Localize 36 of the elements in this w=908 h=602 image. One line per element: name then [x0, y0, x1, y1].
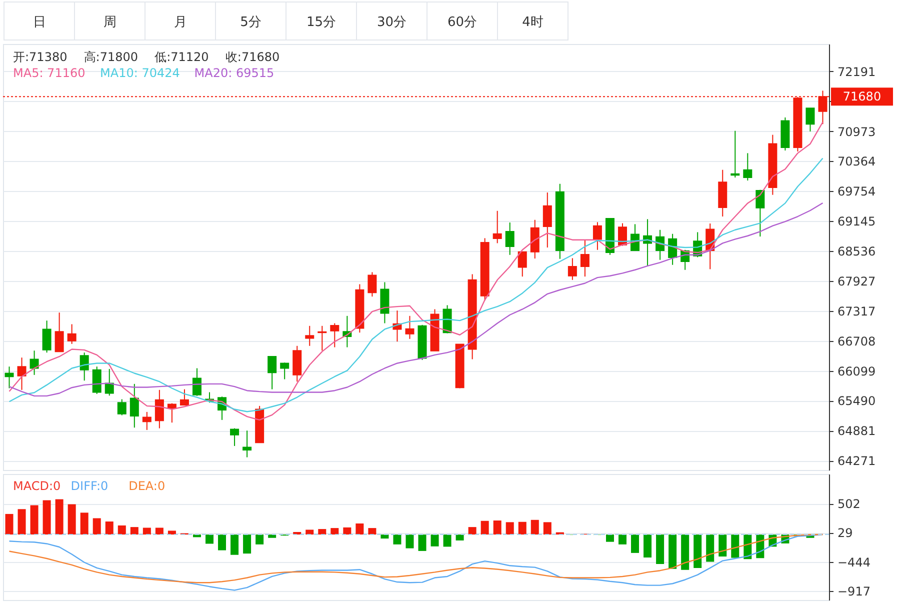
series-label: MACD:0 [13, 479, 61, 493]
y-tick-label: 72191 [838, 64, 876, 79]
text: 月 [174, 15, 187, 30]
y-tick-label: 69145 [838, 214, 876, 229]
text: DEA:0 [128, 479, 166, 493]
annotation: 低:71120 [154, 50, 209, 64]
text: 60分 [447, 15, 478, 30]
text: MA5: 71160 [13, 66, 86, 80]
y-tick-label: 65490 [838, 394, 876, 408]
text: MA10: 70424 [100, 66, 180, 80]
text: 15分 [306, 15, 336, 30]
text: 5分 [240, 15, 262, 30]
y-tick-label: −917 [838, 584, 870, 599]
y-tick-label: 66708 [838, 334, 876, 348]
text: 周 [103, 15, 116, 30]
y-tick-label: 67927 [838, 274, 876, 288]
annotation: 收:71680 [225, 50, 280, 64]
y-tick-label: 70364 [838, 154, 876, 169]
y-tick-label: 64271 [838, 454, 876, 468]
y-tick-label: 64881 [838, 424, 876, 438]
y-tick-label: 502 [838, 497, 860, 512]
ref-line-label: 71680 [842, 90, 882, 104]
annotation: 开:71380 [13, 50, 68, 64]
text: 日 [32, 15, 46, 30]
y-tick-label: 69754 [838, 184, 876, 199]
text: 4时 [522, 15, 544, 30]
text: 30分 [376, 15, 407, 30]
y-tick-label: 67317 [838, 304, 876, 318]
y-tick-label: −444 [838, 555, 870, 570]
text: MA20: 69515 [194, 66, 274, 80]
annotation: 高:71800 [84, 50, 138, 64]
text: DIFF:0 [70, 479, 108, 493]
y-tick-label: 66099 [838, 364, 876, 378]
y-tick-label: 70973 [838, 124, 876, 139]
y-tick-label: 29 [838, 526, 853, 540]
y-tick-label: 68536 [838, 244, 876, 259]
